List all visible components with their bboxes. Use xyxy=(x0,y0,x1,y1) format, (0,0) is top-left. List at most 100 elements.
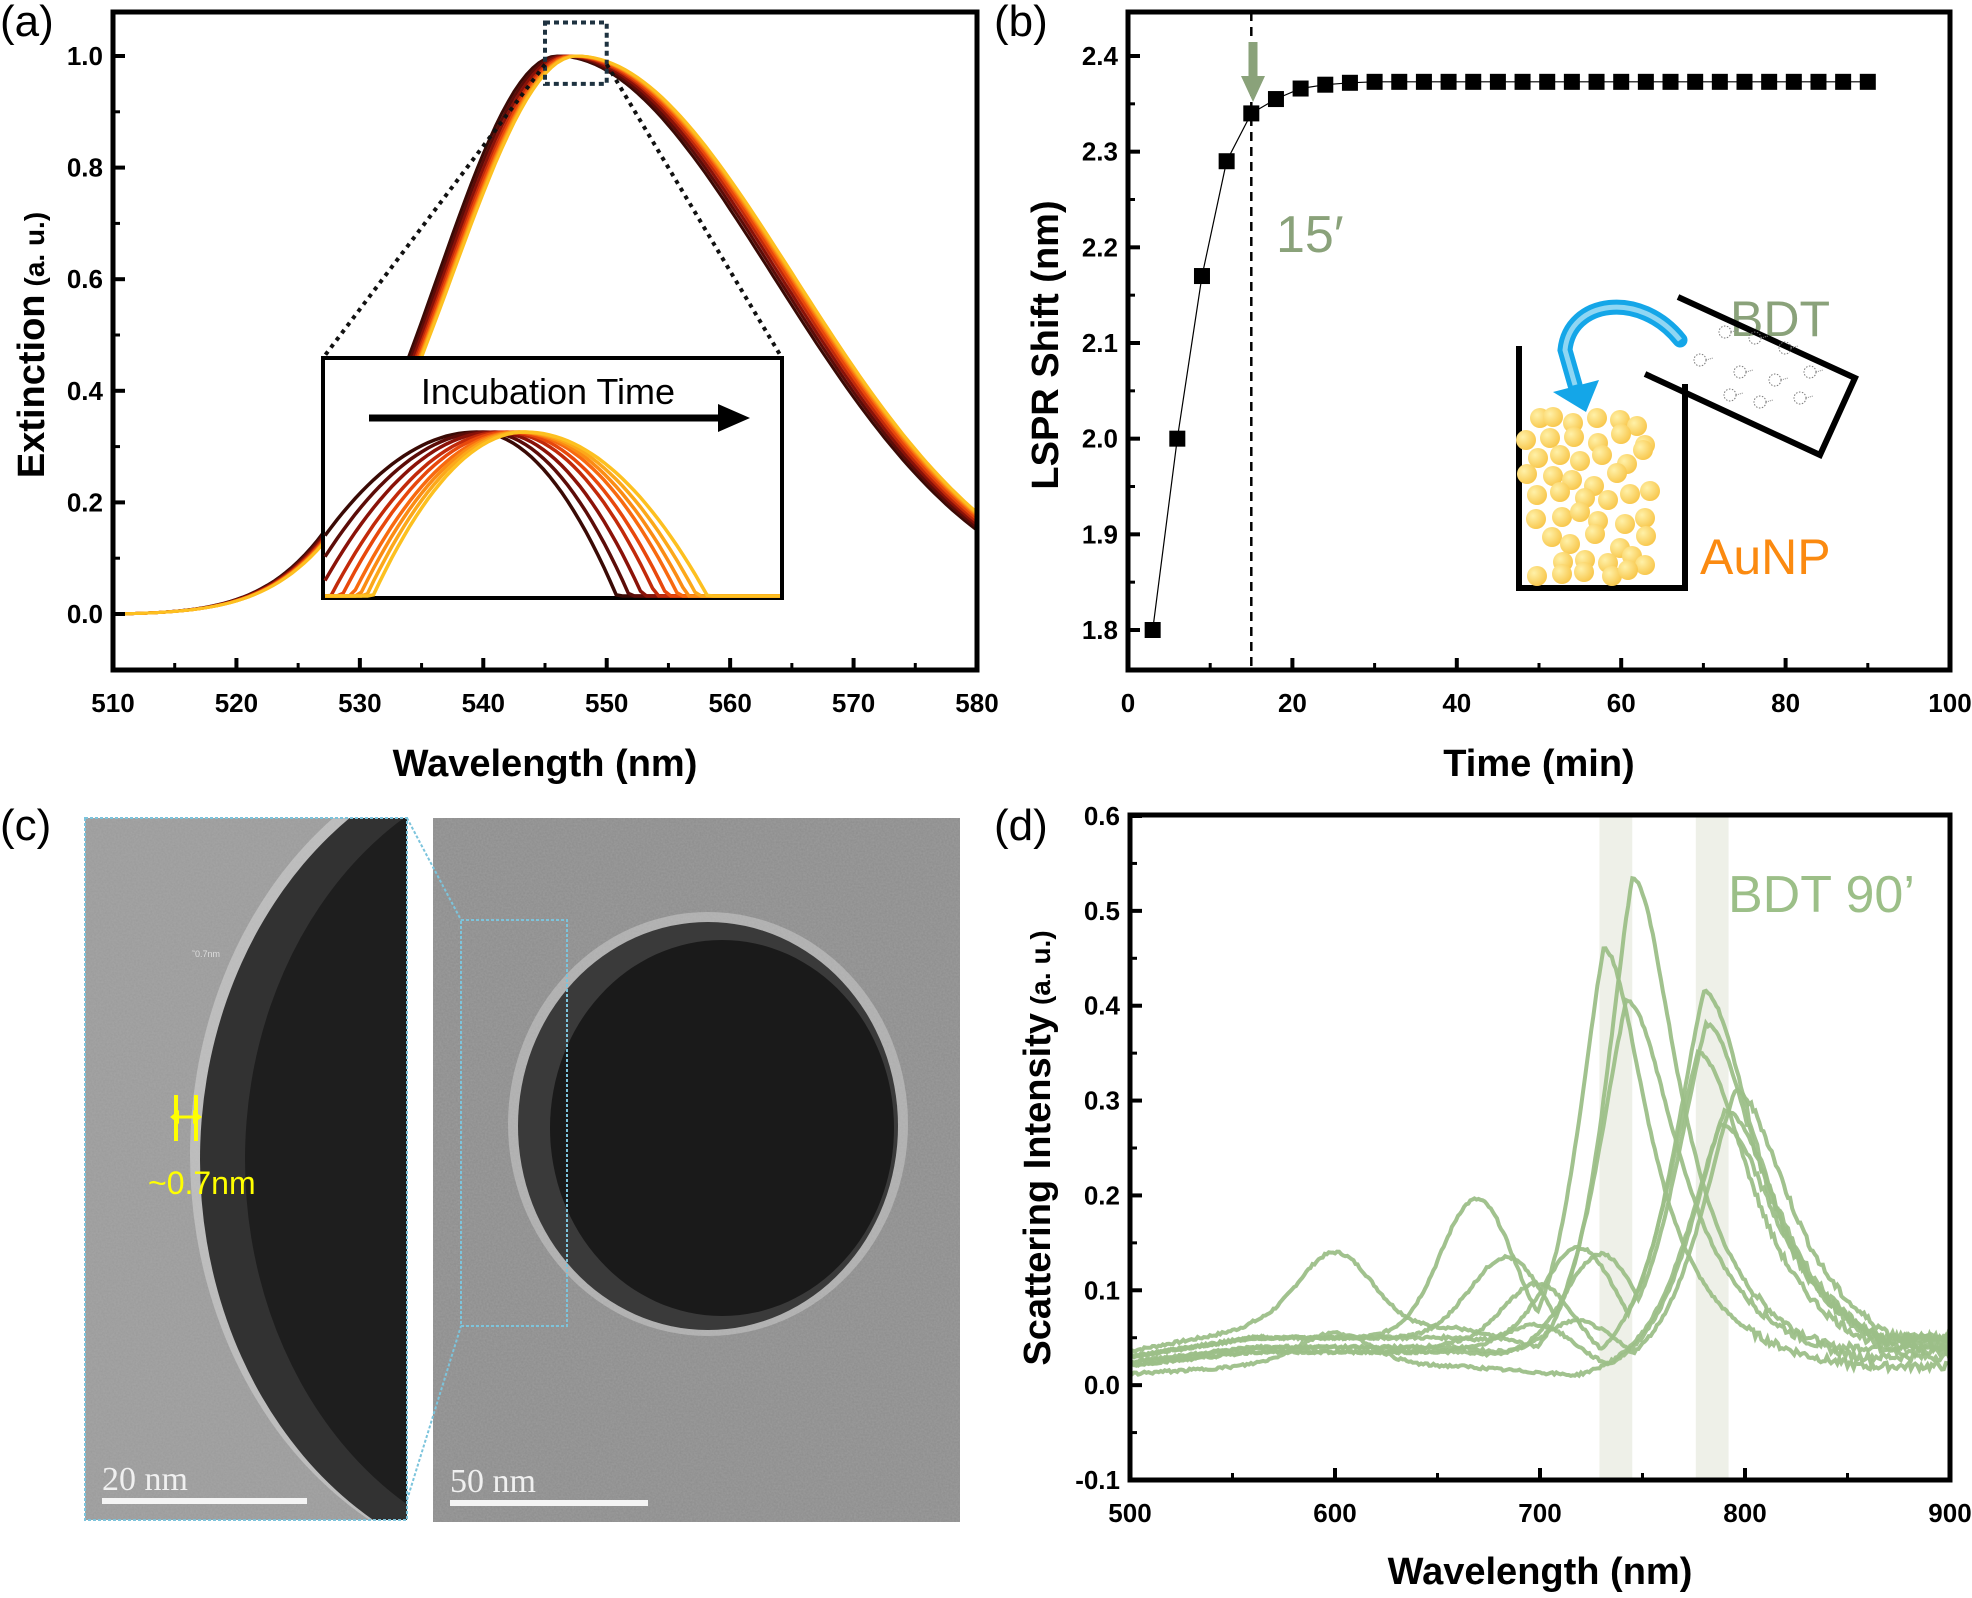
x-tick-label: 510 xyxy=(91,688,134,718)
bdt-bond xyxy=(1735,392,1744,396)
tem-right-scale-label: 50 nm xyxy=(450,1463,536,1500)
a-x-axis-title: Wavelength (nm) xyxy=(393,743,698,785)
b-annotation-bdt: BDT xyxy=(1730,291,1830,347)
b-data-point xyxy=(1761,73,1778,90)
bdt-molecules xyxy=(1693,325,1824,409)
d-x-axis-title: Wavelength (nm) xyxy=(1388,1551,1693,1593)
bdt-bond xyxy=(1760,335,1769,339)
a-zoom-box xyxy=(321,20,784,360)
d-series-line xyxy=(1128,946,1951,1375)
tem-zoom-connector-top xyxy=(406,817,462,921)
d-series-line xyxy=(1128,1018,1952,1365)
d-series-line xyxy=(1129,875,1952,1356)
tem-left-image xyxy=(85,818,407,1520)
y-tick-label: 0.5 xyxy=(1084,896,1120,926)
gold-nanoparticle xyxy=(1552,507,1572,527)
panel-label-d: (d) xyxy=(994,801,1048,850)
x-tick-label: 550 xyxy=(585,688,628,718)
a-inset-annotation: Incubation Time xyxy=(421,371,675,412)
gold-nanoparticle xyxy=(1542,527,1562,547)
a-y-axis: 0.0 0.2 0.4 0.6 0.8 1.0 xyxy=(67,41,125,629)
measurement-marker-icon xyxy=(170,1095,202,1141)
b-data-point xyxy=(1218,153,1235,170)
gold-nanoparticles xyxy=(1516,407,1660,586)
b-data-point xyxy=(1440,73,1457,90)
gold-nanoparticle xyxy=(1587,408,1607,428)
y-tick-label: 0.2 xyxy=(1084,1180,1120,1210)
tem-zoom-connector-bottom xyxy=(406,1325,462,1501)
b-series-markers xyxy=(1144,73,1876,638)
y-tick-label: 0.2 xyxy=(67,487,103,517)
b-data-point xyxy=(1193,268,1210,285)
tem-left-zoom-frame xyxy=(84,817,408,1521)
tem-left-scale-label: 20 nm xyxy=(102,1461,188,1498)
gold-nanoparticle xyxy=(1607,463,1627,483)
gold-nanoparticle xyxy=(1543,466,1563,486)
bdt-bond xyxy=(1790,345,1799,349)
b-data-point xyxy=(1810,73,1827,90)
b-data-point xyxy=(1317,76,1334,93)
y-tick-label: -0.1 xyxy=(1075,1465,1120,1495)
x-tick-label: 600 xyxy=(1313,1498,1356,1528)
y-tick-label: 0.0 xyxy=(1084,1370,1120,1400)
b-data-point xyxy=(1391,73,1408,90)
d-series-line xyxy=(1128,1107,1952,1369)
b-data-point xyxy=(1292,80,1309,97)
gold-nanoparticle xyxy=(1615,514,1635,534)
b-y-axis-title: LSPR Shift (nm) xyxy=(1025,200,1067,489)
d-y-axis-title: Scattering Intensity(a. u.) xyxy=(1017,930,1059,1365)
b-data-point xyxy=(1687,73,1704,90)
x-tick-label: 560 xyxy=(708,688,751,718)
gold-nanoparticle xyxy=(1627,416,1647,436)
y-tick-label: 0.0 xyxy=(67,599,103,629)
a-inset-series-line xyxy=(325,430,780,598)
bdt-bond xyxy=(1730,329,1739,333)
gold-nanoparticle xyxy=(1635,508,1655,528)
gold-nanoparticle xyxy=(1552,564,1572,584)
y-tick-label: 0.6 xyxy=(1084,801,1120,831)
gold-nanoparticle xyxy=(1550,482,1570,502)
gold-nanoparticle xyxy=(1592,445,1612,465)
panel-label-c: (c) xyxy=(0,801,51,850)
b-data-point xyxy=(1341,74,1358,91)
y-tick-label: 0.8 xyxy=(67,153,103,183)
gold-nanoparticle xyxy=(1528,448,1548,468)
gold-nanoparticle xyxy=(1585,524,1605,544)
b-data-point xyxy=(1539,73,1556,90)
a-zoom-rect xyxy=(543,20,609,86)
bdt-bond xyxy=(1705,357,1714,361)
y-tick-label: 2.2 xyxy=(1082,232,1118,262)
x-tick-label: 520 xyxy=(215,688,258,718)
gold-nanoparticle xyxy=(1517,464,1537,484)
gold-nanoparticle xyxy=(1633,440,1653,460)
b-y-axis: 1.8 1.9 2.0 2.1 2.2 2.3 2.4 xyxy=(1082,41,1140,645)
tem-left-small-label: ˜0.7nm xyxy=(191,949,220,959)
d-series-group xyxy=(1128,875,1952,1379)
gold-nanoparticle xyxy=(1570,502,1590,522)
b-data-point xyxy=(1588,73,1605,90)
b-x-axis: 0 20 40 60 80 100 xyxy=(1121,658,1972,718)
bdt-molecule xyxy=(1768,373,1782,387)
tem-right-zoom-box xyxy=(460,919,568,1327)
x-tick-label: 540 xyxy=(462,688,505,718)
b-data-point xyxy=(1366,73,1383,90)
b-data-point xyxy=(1613,73,1630,90)
d-series-line xyxy=(1128,1121,1951,1379)
gold-nanoparticle xyxy=(1574,562,1594,582)
tem-measurement-label: ~0.7nm xyxy=(148,1165,256,1201)
d-x-axis: 500 600 700 800 900 xyxy=(1108,1468,1972,1528)
bdt-molecule xyxy=(1693,353,1707,367)
y-tick-label: 2.0 xyxy=(1082,424,1118,454)
bdt-molecule xyxy=(1723,388,1737,402)
d-shaded-bands xyxy=(1599,817,1729,1478)
bdt-molecule xyxy=(1733,365,1747,379)
gold-nanoparticle xyxy=(1620,484,1640,504)
b-data-point xyxy=(1711,73,1728,90)
b-data-point xyxy=(1144,622,1161,638)
b-data-point xyxy=(1415,73,1432,90)
bdt-bond xyxy=(1815,369,1824,373)
gold-nanoparticle xyxy=(1564,427,1584,447)
x-tick-label: 530 xyxy=(338,688,381,718)
gold-nanoparticle xyxy=(1618,560,1638,580)
x-tick-label: 60 xyxy=(1607,688,1636,718)
